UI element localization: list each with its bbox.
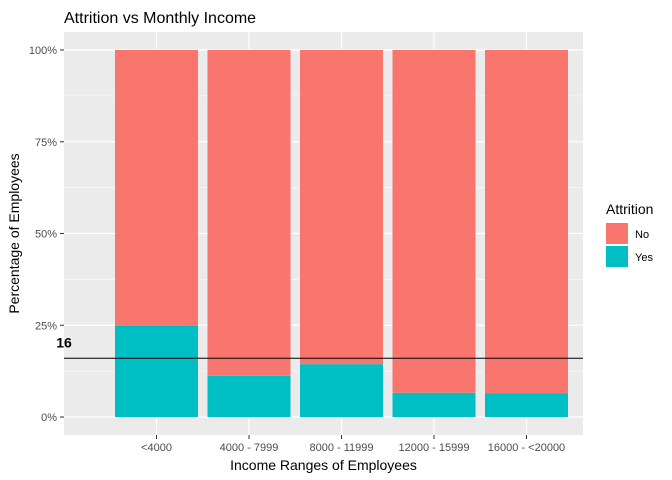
x-tick-label: 4000 - 7999 [220, 442, 279, 454]
x-tick-label: 12000 - 15999 [399, 442, 470, 454]
bar-no [392, 50, 476, 393]
y-tick-label: 50% [35, 229, 57, 241]
y-tick-label: 25% [35, 320, 57, 332]
bar-no [485, 50, 568, 394]
legend-title: Attrition [606, 201, 653, 217]
bar-yes [115, 325, 198, 417]
x-tick-label: 8000 - 11999 [309, 442, 373, 454]
y-tick-label: 0% [41, 412, 57, 424]
x-tick-label: <4000 [141, 442, 172, 454]
y-axis: 0% 25% 50% 75% 100% [29, 45, 64, 424]
legend-label-no: No [635, 229, 649, 241]
bar-no [300, 50, 383, 365]
y-axis-title: Percentage of Employees [6, 153, 22, 313]
chart-title: Attrition vs Monthly Income [64, 10, 256, 27]
legend-key-yes [606, 246, 628, 267]
y-tick-label: 100% [29, 45, 57, 57]
bar-no [207, 50, 291, 376]
legend-key-no [606, 223, 628, 244]
legend: Attrition No Yes [606, 201, 653, 267]
x-tick-label: 16000 - <20000 [488, 442, 565, 454]
y-tick-label: 75% [35, 137, 57, 149]
bar-yes [207, 375, 291, 417]
legend-label-yes: Yes [635, 252, 653, 264]
reference-line-group: 16 [56, 334, 583, 359]
bar-yes [485, 393, 568, 417]
bar-no [115, 50, 198, 326]
x-axis: <4000 4000 - 7999 8000 - 11999 12000 - 1599… [141, 435, 565, 454]
x-axis-title: Income Ranges of Employees [230, 457, 417, 473]
reference-line-label: 16 [56, 334, 72, 350]
bars [115, 50, 568, 417]
bar-yes [300, 364, 383, 417]
bar-yes [392, 392, 476, 417]
